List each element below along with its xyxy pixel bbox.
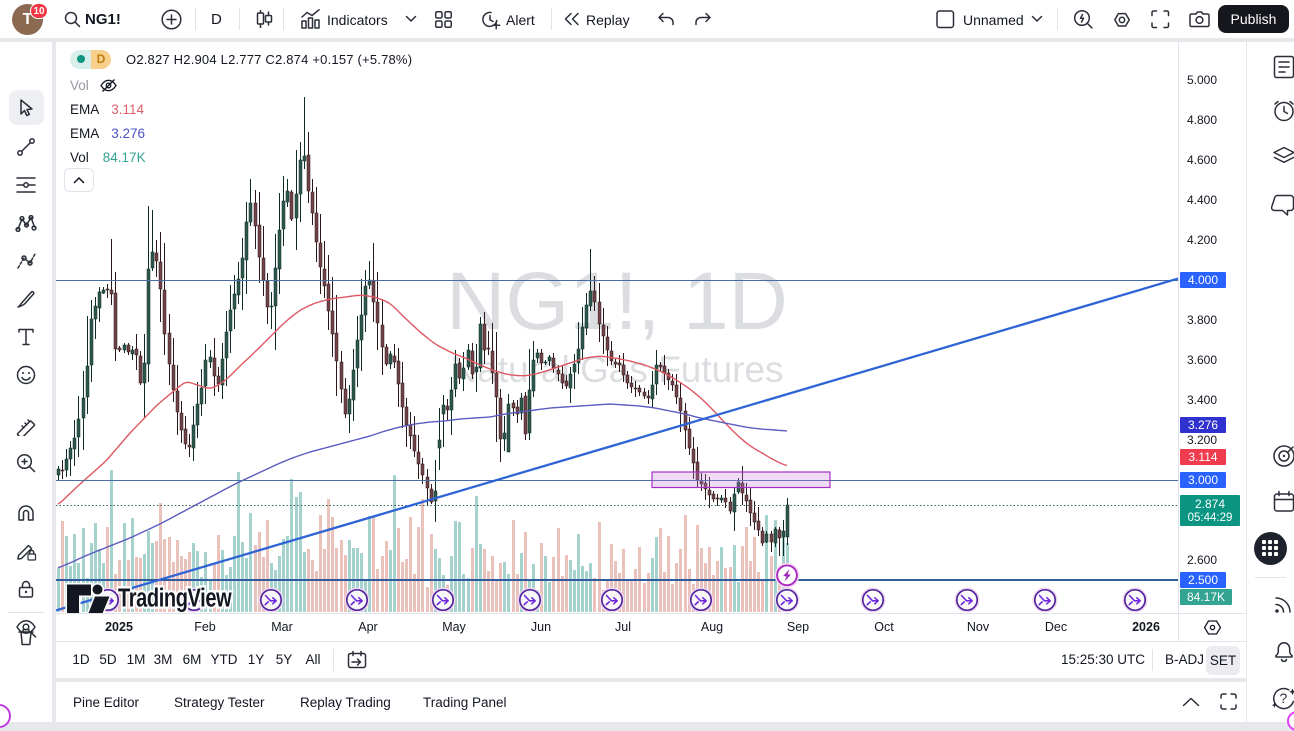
svg-text:Natural Gas Futures: Natural Gas Futures (450, 349, 783, 390)
svg-text:TradingView: TradingView (118, 583, 232, 612)
svg-text:NG1!, 1D: NG1!, 1D (446, 256, 788, 347)
svg-text:?: ? (1280, 690, 1288, 706)
